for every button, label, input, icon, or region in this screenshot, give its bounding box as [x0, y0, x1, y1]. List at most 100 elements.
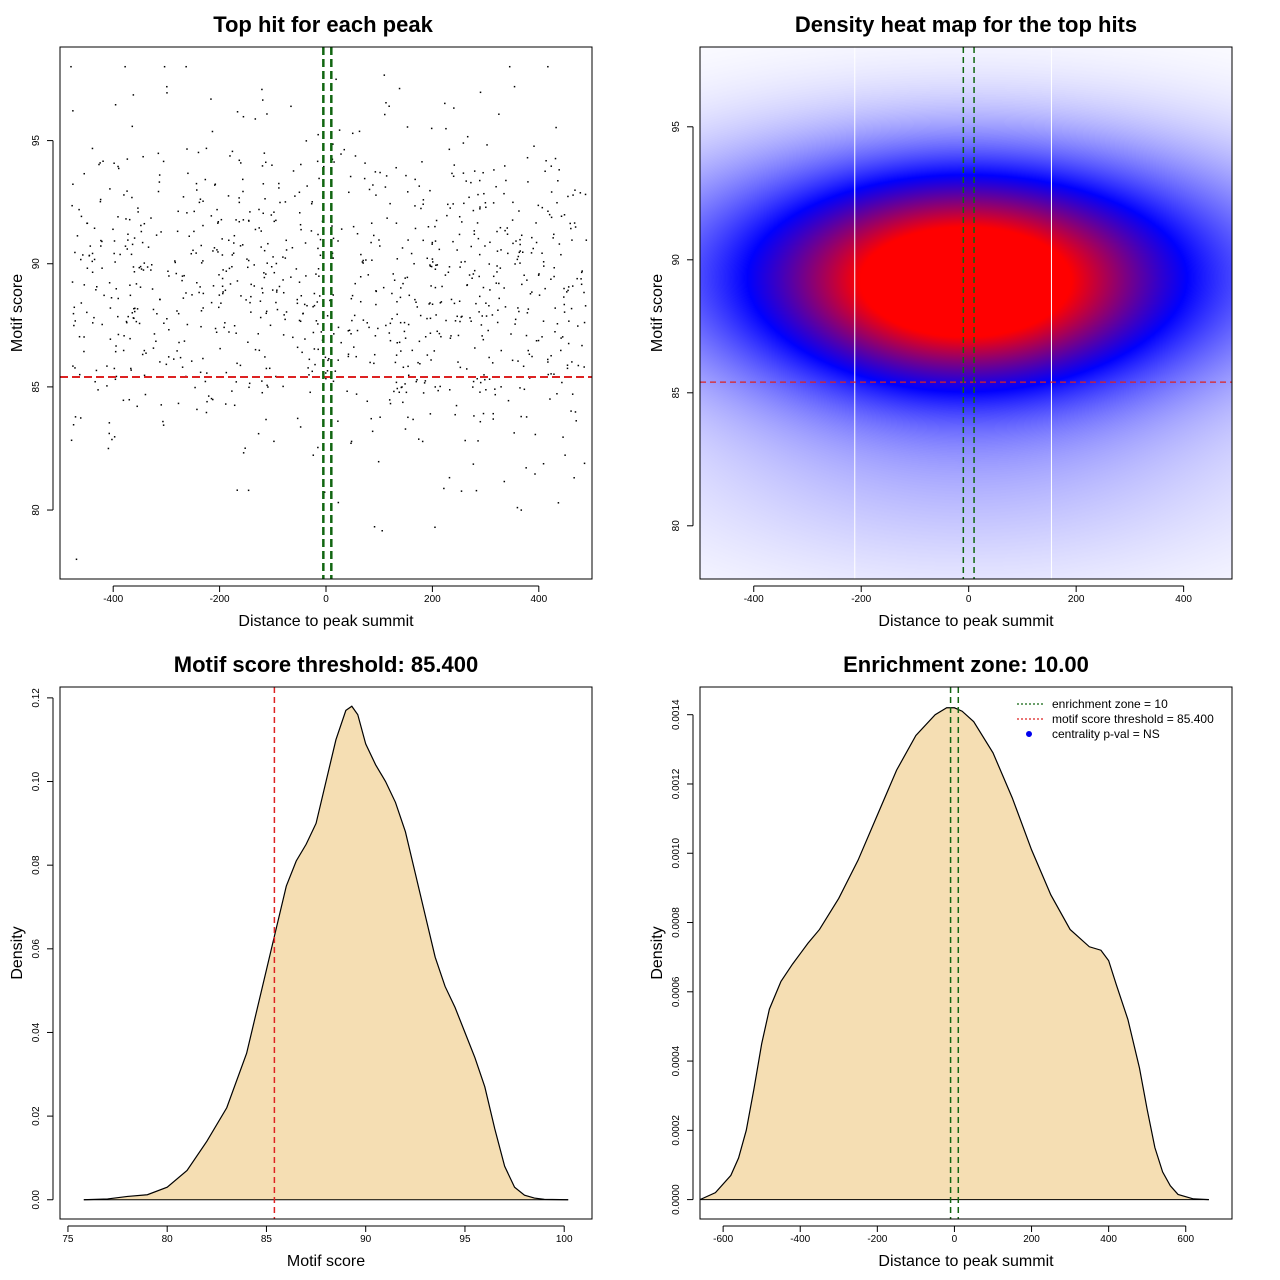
- scatter-point: [103, 294, 105, 297]
- scatter-point: [316, 301, 319, 303]
- scatter-point: [229, 155, 231, 157]
- scatter-point: [520, 415, 522, 418]
- scatter-point: [518, 251, 521, 254]
- scatter-point: [282, 279, 284, 281]
- scatter-point: [563, 303, 566, 306]
- scatter-point: [139, 286, 142, 288]
- scatter-point: [275, 262, 278, 265]
- scatter-point: [259, 300, 262, 302]
- scatter-point: [461, 221, 463, 223]
- scatter-point: [452, 175, 455, 178]
- scatter-point: [394, 361, 397, 364]
- scatter-point: [126, 248, 129, 250]
- scatter-point: [227, 195, 230, 197]
- scatter-point: [401, 247, 404, 249]
- scatter-point: [437, 389, 439, 392]
- scatter-point: [472, 273, 475, 275]
- scatter-point: [504, 306, 507, 308]
- x-tick-label: 100: [556, 1234, 573, 1245]
- scatter-point: [152, 308, 155, 311]
- scatter-point: [150, 217, 152, 219]
- axis-ticks: -400 -200 0 200 400 80 85 90 95: [671, 121, 1192, 605]
- scatter-point: [538, 294, 541, 296]
- scatter-point: [250, 283, 252, 286]
- scatter-point: [133, 310, 136, 313]
- scatter-point: [249, 211, 251, 213]
- scatter-point: [71, 204, 73, 207]
- scatter-point: [83, 336, 85, 338]
- scatter-point: [450, 335, 452, 337]
- x-tick-label: 400: [530, 594, 547, 605]
- scatter-point: [200, 244, 202, 247]
- scatter-point: [95, 289, 97, 291]
- scatter-point: [583, 291, 585, 294]
- plot-frame: [699, 46, 1233, 580]
- scatter-point: [285, 311, 288, 313]
- scatter-point: [130, 253, 133, 256]
- scatter-point: [465, 180, 467, 182]
- scatter-point: [518, 310, 520, 313]
- scatter-point: [86, 267, 89, 269]
- scatter-point: [320, 331, 323, 333]
- plot-area: [700, 47, 1232, 579]
- heatmap-canvas: [700, 47, 1232, 579]
- scatter-point: [533, 145, 535, 147]
- scatter-point: [261, 99, 264, 101]
- scatter-point: [139, 265, 142, 268]
- scatter-point: [385, 102, 387, 104]
- scatter-point: [114, 378, 117, 381]
- scatter-point: [285, 239, 287, 242]
- y-tick-label: 0.00: [31, 1190, 42, 1210]
- scatter-point: [221, 254, 224, 256]
- scatter-point: [153, 333, 156, 335]
- scatter-point: [218, 294, 221, 296]
- scatter-point: [446, 214, 448, 217]
- plot-area: [700, 687, 1209, 1219]
- scatter-point: [163, 322, 165, 324]
- scatter-point: [298, 281, 301, 283]
- scatter-point: [188, 235, 190, 237]
- scatter-point: [245, 299, 247, 301]
- scatter-point: [91, 260, 94, 263]
- scatter-point: [212, 398, 214, 401]
- scatter-point: [108, 422, 111, 424]
- scatter-point: [221, 238, 223, 240]
- scatter-point: [429, 302, 431, 304]
- scatter-point: [340, 153, 342, 155]
- scatter-point: [92, 322, 94, 324]
- legend-label-threshold: motif score threshold = 85.400: [1052, 712, 1214, 726]
- scatter-point: [74, 367, 76, 369]
- scatter-point: [318, 177, 320, 180]
- scatter-point: [354, 155, 357, 157]
- scatter-point: [299, 426, 302, 428]
- scatter-point: [204, 178, 207, 181]
- scatter-point: [275, 219, 277, 222]
- scatter-point: [273, 271, 276, 274]
- scatter-point: [261, 88, 263, 91]
- scatter-point: [258, 208, 260, 211]
- scatter-point: [399, 321, 402, 324]
- scatter-point: [337, 240, 339, 242]
- scatter-point: [452, 203, 454, 205]
- scatter-point: [482, 412, 485, 415]
- scatter-point: [308, 358, 311, 361]
- scatter-point: [211, 130, 214, 133]
- scatter-point: [414, 178, 416, 181]
- scatter-point: [563, 311, 566, 313]
- scatter-point: [385, 324, 387, 327]
- scatter-point: [131, 243, 134, 246]
- scatter-point: [224, 403, 227, 405]
- scatter-point: [70, 65, 72, 68]
- scatter-point: [517, 307, 519, 309]
- scatter-point: [202, 224, 204, 227]
- scatter-point: [476, 222, 479, 224]
- scatter-point: [305, 140, 308, 142]
- scatter-point: [445, 319, 447, 322]
- scatter-point: [308, 374, 310, 376]
- scatter-point: [127, 239, 129, 241]
- scatter-point: [511, 359, 514, 362]
- scatter-point: [88, 255, 90, 257]
- scatter-point: [526, 279, 528, 281]
- scatter-point: [110, 297, 113, 299]
- scatter-point: [220, 302, 222, 304]
